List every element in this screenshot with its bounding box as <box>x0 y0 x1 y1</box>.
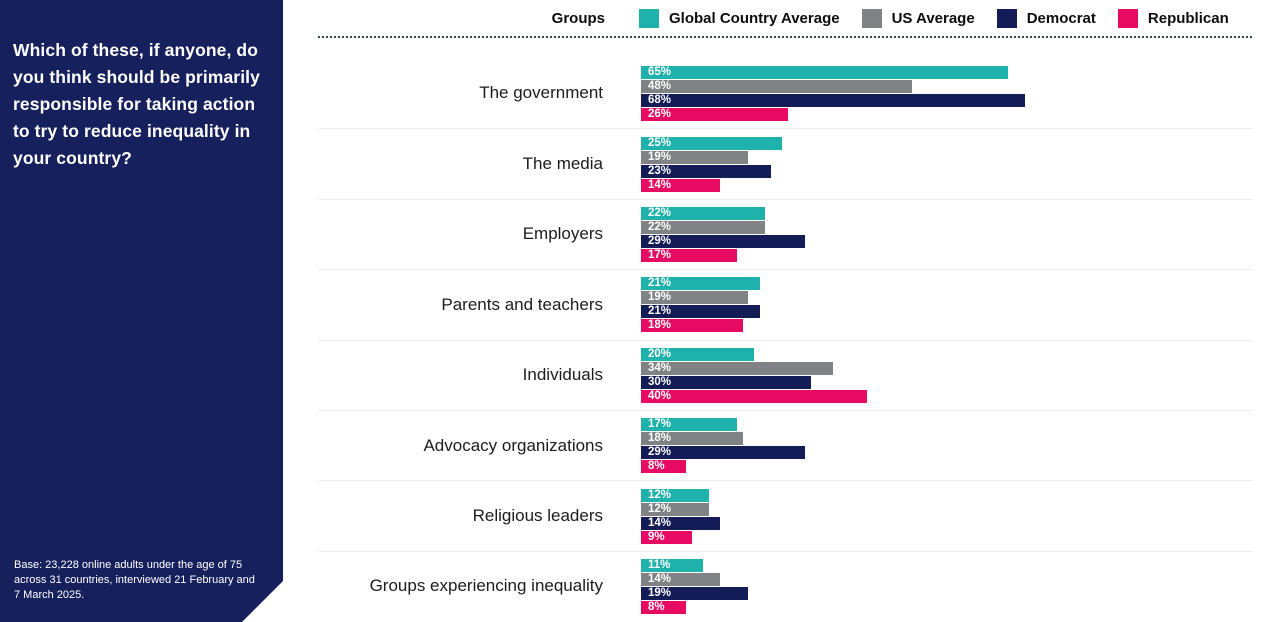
category-label: Groups experiencing inequality <box>369 576 603 596</box>
category-label: The media <box>522 154 603 174</box>
bar-segment: 9% <box>641 530 692 544</box>
category-label: Employers <box>522 224 603 244</box>
dotted-divider <box>318 36 1252 38</box>
bar-segment: 12% <box>641 502 709 516</box>
category-label: Parents and teachers <box>441 294 603 314</box>
bar-segment: 18% <box>641 432 743 446</box>
bar-segment: 18% <box>641 319 743 333</box>
legend-row: Groups Global Country Average US Average D… <box>318 0 1252 36</box>
legend-item: Republican <box>1117 8 1229 28</box>
bar-group: 22% 22% 29% 17% <box>641 206 805 262</box>
bar-segment: 23% <box>641 164 771 178</box>
bar-segment: 8% <box>641 600 687 614</box>
chart-row: The media 25% 19% 23% 14% <box>318 128 1252 198</box>
bar-segment: 22% <box>641 206 766 220</box>
bar-group: 11% 14% 19% 8% <box>641 558 749 614</box>
bar-segment: 14% <box>641 516 721 530</box>
bar-segment: 48% <box>641 79 913 93</box>
bar-segment: 65% <box>641 65 1009 79</box>
legend-item: US Average <box>861 8 975 28</box>
legend-item-label: Global Country Average <box>669 9 840 27</box>
chart-row: Individuals 20% 34% 30% 40% <box>318 339 1252 410</box>
category-label: Advocacy organizations <box>423 435 603 455</box>
bar-group: 12% 12% 14% 9% <box>641 488 721 544</box>
bar-segment: 22% <box>641 220 766 234</box>
question-title: Which of these, if anyone, do you think … <box>13 40 260 168</box>
bar-segment: 30% <box>641 375 811 389</box>
chart-row: Religious leaders 12% 12% 14% 9% <box>318 480 1252 550</box>
chart-row: The government 65% 48% 68% 26% <box>318 58 1252 128</box>
bar-segment: 29% <box>641 446 805 460</box>
chart-row: Groups experiencing inequality 11% 14% 19% 8… <box>318 550 1252 621</box>
bar-segment: 8% <box>641 460 687 474</box>
bar-group: 17% 18% 29% 8% <box>641 418 805 474</box>
bar-segment: 21% <box>641 305 760 319</box>
legend-title: Groups <box>551 9 605 27</box>
bar-segment: 14% <box>641 572 721 586</box>
bar-segment: 40% <box>641 389 867 403</box>
bar-segment: 34% <box>641 361 834 375</box>
bar-group: 20% 34% 30% 40% <box>641 347 867 403</box>
bar-group: 21% 19% 21% 18% <box>641 277 760 333</box>
bar-segment: 20% <box>641 347 754 361</box>
chart-row: Advocacy organizations 17% 18% 29% 8% <box>318 409 1252 480</box>
legend-item-label: Democrat <box>1026 9 1096 27</box>
legend-item-label: US Average <box>891 9 975 27</box>
bar-segment: 14% <box>641 178 721 192</box>
chart-row: Employers 22% 22% 29% 17% <box>318 198 1252 269</box>
legend-swatch <box>1117 8 1138 28</box>
bar-segment: 17% <box>641 248 738 262</box>
bar-segment: 25% <box>641 136 783 150</box>
category-label: The government <box>479 83 603 103</box>
legend-item: Global Country Average <box>639 8 840 28</box>
legend-item: Democrat <box>996 8 1096 28</box>
bar-segment: 19% <box>641 291 749 305</box>
chart-rows: The government 65% 48% 68% 26% The media 25% 19… <box>318 58 1252 621</box>
category-label: Individuals <box>522 365 603 385</box>
legend-swatch <box>861 8 882 28</box>
category-label: Religious leaders <box>472 506 603 526</box>
chart-row: Parents and teachers 21% 19% 21% 18% <box>318 269 1252 339</box>
bar-segment: 19% <box>641 150 749 164</box>
bar-segment: 21% <box>641 277 760 291</box>
legend-swatch <box>639 8 659 28</box>
bar-segment: 11% <box>641 558 704 572</box>
bar-group: 65% 48% 68% 26% <box>641 65 1026 121</box>
legend-items: Global Country Average US Average Democrat… <box>639 8 1229 28</box>
question-sidebar: Which of these, if anyone, do you think … <box>0 0 283 622</box>
chart-area: Groups Global Country Average US Average D… <box>318 0 1252 621</box>
bar-group: 25% 19% 23% 14% <box>641 136 783 192</box>
bar-segment: 17% <box>641 418 738 432</box>
bar-segment: 29% <box>641 234 805 248</box>
bar-segment: 12% <box>641 488 709 502</box>
legend-swatch <box>996 8 1017 28</box>
base-note: Base: 23,228 online adults under the age… <box>14 559 255 601</box>
bar-segment: 19% <box>641 586 749 600</box>
legend-item-label: Republican <box>1147 9 1229 27</box>
bar-segment: 26% <box>641 107 788 121</box>
bar-segment: 68% <box>641 93 1026 107</box>
